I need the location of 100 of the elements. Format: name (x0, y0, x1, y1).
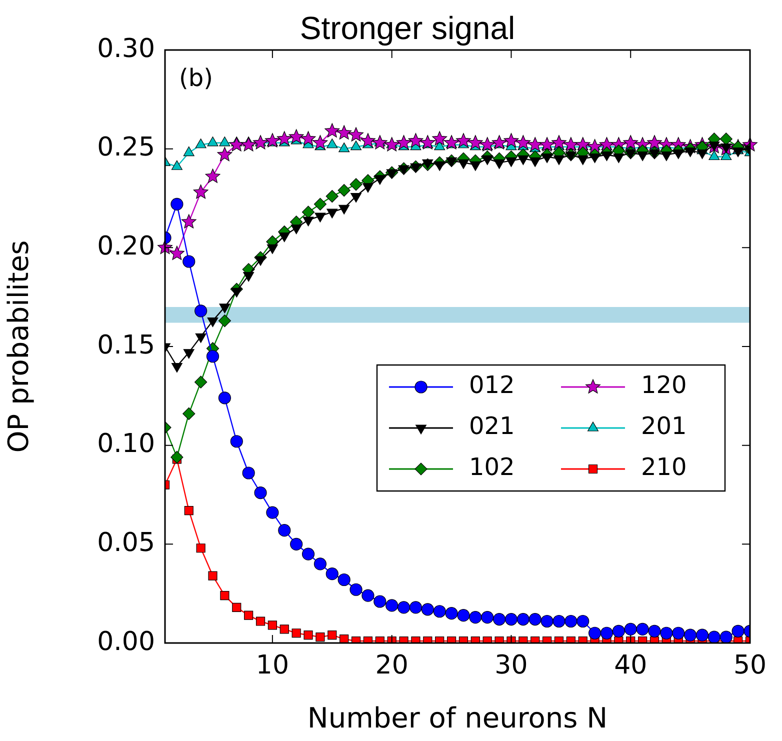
point (374, 595, 386, 608)
point (170, 246, 184, 260)
point (445, 607, 458, 620)
point (516, 612, 530, 626)
point (340, 634, 349, 643)
point (182, 407, 196, 420)
point (492, 135, 507, 150)
point (386, 599, 398, 612)
point (193, 184, 208, 199)
point (481, 611, 494, 624)
x-tick-label: 20 (375, 650, 408, 680)
point (241, 137, 256, 152)
point (362, 589, 374, 602)
point (469, 611, 482, 624)
point (218, 392, 231, 404)
point (480, 137, 495, 152)
point (540, 614, 554, 628)
point (256, 616, 266, 626)
point (624, 622, 637, 636)
point (314, 198, 327, 210)
point (194, 304, 208, 318)
point (636, 622, 649, 636)
point (312, 135, 328, 150)
point (230, 435, 243, 448)
legend-label: 201 (641, 412, 687, 440)
point (564, 614, 578, 628)
point (254, 486, 267, 500)
point (647, 135, 662, 150)
point (232, 602, 242, 612)
point (276, 131, 292, 146)
point (336, 125, 352, 140)
point (350, 178, 362, 191)
point (314, 558, 327, 570)
point (194, 376, 208, 388)
y-tick-label: 0.15 (97, 330, 155, 360)
point (170, 198, 184, 210)
point (360, 133, 376, 148)
point (300, 131, 316, 146)
point (612, 624, 625, 638)
legend-label: 102 (469, 453, 515, 482)
point (397, 601, 410, 614)
x-tick-label: 50 (733, 650, 767, 680)
point (265, 133, 280, 148)
point (292, 628, 301, 638)
y-tick-label: 0.10 (97, 429, 155, 460)
point (338, 184, 350, 197)
point (183, 146, 194, 156)
point (660, 626, 673, 640)
y-tick-label: 0.25 (97, 132, 155, 163)
point (182, 255, 196, 268)
point (456, 133, 471, 148)
point (528, 137, 543, 152)
y-axis-title: OP probabilites (2, 240, 36, 453)
point (684, 628, 697, 642)
annotation: (b) (179, 64, 213, 92)
legend-label: 120 (641, 371, 687, 400)
point (338, 142, 350, 152)
point (552, 614, 566, 628)
point (384, 137, 400, 152)
point (350, 583, 362, 596)
point (288, 129, 304, 144)
x-tick-label: 30 (494, 650, 528, 680)
point (181, 214, 196, 228)
point (326, 138, 338, 148)
point (421, 603, 434, 616)
point (563, 137, 578, 152)
y-tick-label: 0.30 (97, 34, 155, 64)
point (623, 135, 638, 150)
point (218, 314, 231, 328)
point (552, 135, 566, 150)
point (206, 350, 220, 363)
point (720, 630, 732, 643)
point (268, 620, 277, 630)
point (588, 626, 602, 640)
point (696, 628, 709, 642)
point (408, 133, 424, 148)
point (396, 135, 412, 150)
legend-label: 012 (469, 371, 515, 400)
point (316, 632, 325, 642)
point (600, 626, 614, 640)
point (587, 139, 602, 154)
point (205, 168, 220, 183)
point (708, 150, 720, 160)
point (328, 630, 337, 640)
point (350, 140, 362, 150)
point (302, 206, 315, 218)
point (528, 612, 542, 626)
point (409, 601, 422, 614)
point (326, 568, 338, 580)
point (302, 548, 315, 560)
point (504, 612, 518, 626)
point (195, 138, 206, 148)
point (253, 135, 268, 150)
point (432, 131, 448, 146)
point (219, 136, 230, 146)
point (242, 466, 255, 480)
legend-label: 210 (641, 453, 687, 482)
point (648, 624, 661, 638)
point (433, 605, 446, 618)
point (290, 538, 303, 550)
